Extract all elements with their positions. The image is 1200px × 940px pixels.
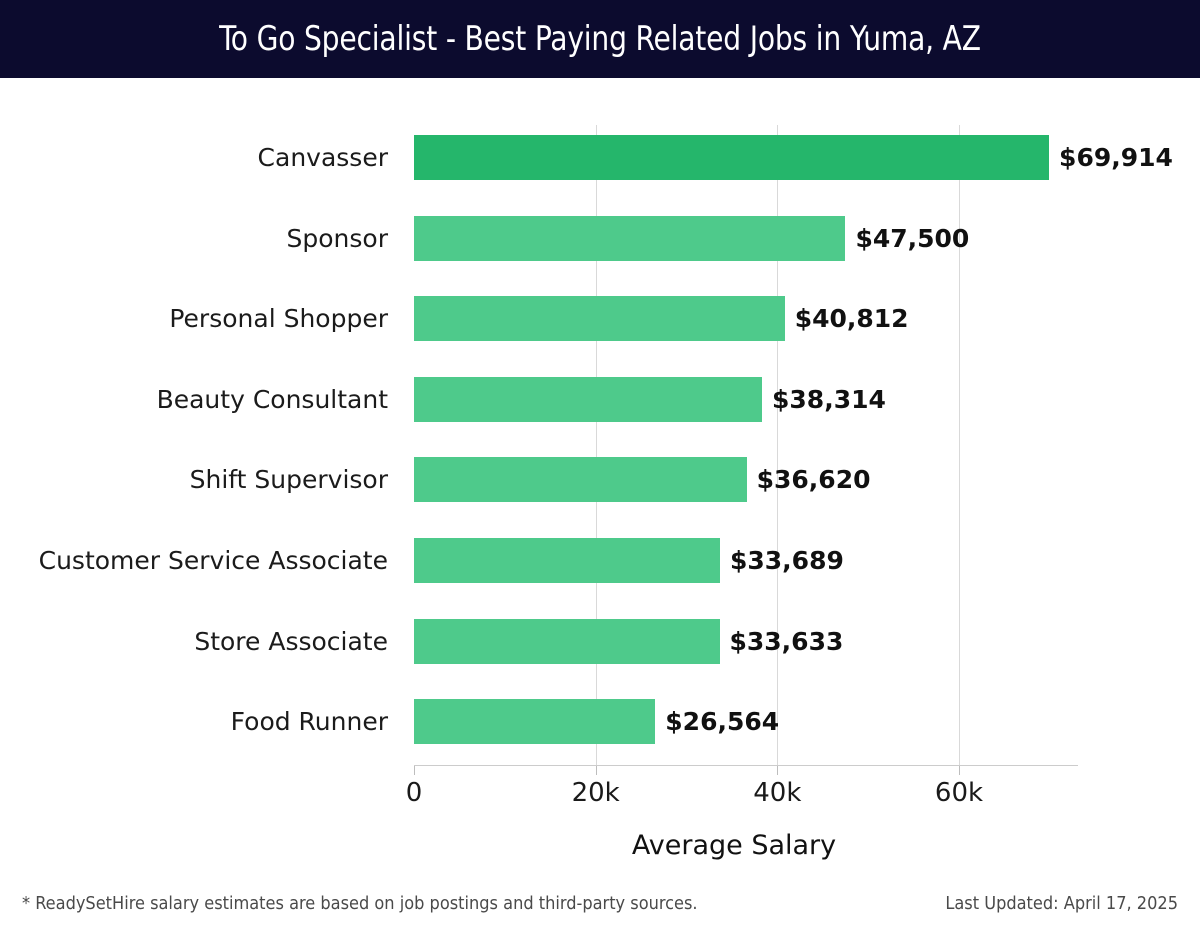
category-label: Customer Service Associate: [38, 546, 388, 575]
x-axis-title: Average Salary: [0, 830, 1200, 861]
tick-mark-0: [414, 766, 415, 775]
category-label: Canvasser: [257, 143, 388, 172]
category-label: Shift Supervisor: [189, 465, 388, 495]
gridline-40k: [777, 125, 779, 765]
bar-food-runner[interactable]: [414, 699, 656, 745]
bar-value-label: $33,689: [730, 546, 844, 575]
x-tick-label: 0: [405, 778, 423, 808]
bar-value-label: $69,914: [1059, 143, 1173, 172]
bar-row: Canvasser $69,914: [0, 135, 1200, 180]
gridline-60k: [959, 125, 960, 765]
tick-mark-60k: [959, 766, 960, 775]
footer-disclaimer: * ReadySetHire salary estimates are base…: [22, 893, 698, 914]
x-axis-title-label: Average Salary: [631, 830, 837, 861]
bar-store-associate[interactable]: [414, 618, 720, 664]
plot-gridlines: [414, 125, 1078, 765]
footer-last-updated: Last Updated: April 17, 2025: [945, 893, 1178, 914]
bar-value-label: $26,564: [665, 707, 780, 737]
category-label: Sponsor: [286, 223, 388, 253]
bar-value-label: $38,314: [772, 384, 886, 414]
x-tick-label: 60k: [934, 778, 984, 808]
x-axis-line: [414, 765, 1078, 766]
bar-row: Beauty Consultant $38,314: [0, 376, 1200, 422]
bar-personal-shopper[interactable]: [414, 296, 785, 342]
bar-row: Sponsor $47,500: [0, 215, 1200, 261]
category-label: Beauty Consultant: [156, 384, 388, 414]
bar-value-label: $47,500: [855, 223, 970, 253]
chart-header-banner: To Go Specialist - Best Paying Related J…: [0, 0, 1200, 78]
bar-row: Shift Supervisor $36,620: [0, 457, 1200, 503]
category-label: Personal Shopper: [169, 304, 388, 334]
bar-row: Store Associate $33,633: [0, 618, 1200, 664]
tick-mark-40k: [777, 766, 779, 775]
bar-customer-service-associate[interactable]: [414, 538, 720, 583]
bar-row: Personal Shopper $40,812: [0, 296, 1200, 342]
gridline-20k: [595, 125, 597, 765]
bar-value-label: $33,633: [729, 626, 844, 656]
category-label: Store Associate: [194, 626, 388, 656]
tick-mark-20k: [595, 766, 597, 775]
bar-row: Food Runner $26,564: [0, 699, 1200, 745]
chart-footer: * ReadySetHire salary estimates are base…: [0, 893, 1200, 933]
page-title: To Go Specialist - Best Paying Related J…: [219, 19, 981, 59]
x-tick-label: 20k: [571, 778, 620, 808]
bar-chart: Canvasser $69,914 Sponsor $47,500 Personal S…: [0, 78, 1200, 861]
bar-value-label: $40,812: [794, 304, 909, 334]
bar-canvasser[interactable]: [414, 135, 1050, 180]
bar-shift-supervisor[interactable]: [414, 457, 747, 503]
x-tick-label: 40k: [753, 778, 802, 808]
bar-sponsor[interactable]: [414, 215, 846, 261]
bar-beauty-consultant[interactable]: [414, 376, 763, 422]
bar-row: Customer Service Associate $33,689: [0, 538, 1200, 583]
category-label: Food Runner: [230, 707, 388, 737]
bar-value-label: $36,620: [756, 465, 871, 495]
